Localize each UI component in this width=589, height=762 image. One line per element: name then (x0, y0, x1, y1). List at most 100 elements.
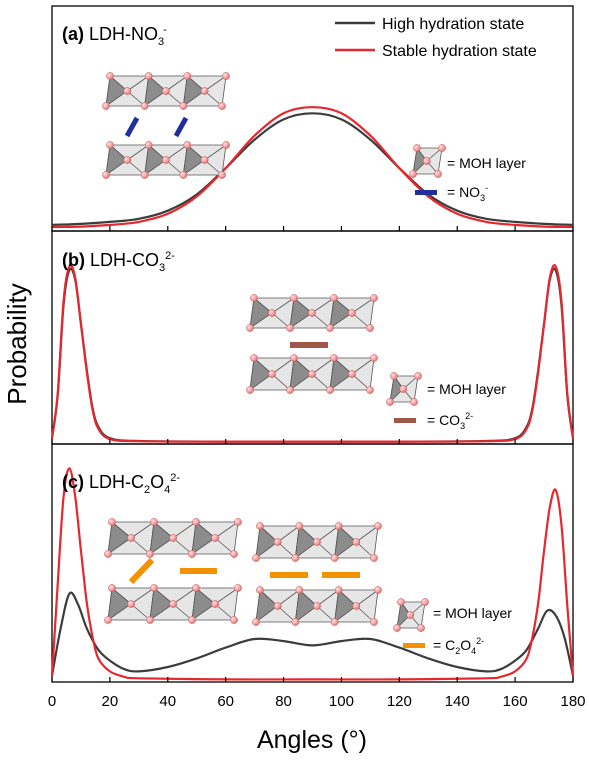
atom (230, 616, 238, 624)
atom (252, 554, 260, 562)
octahedron-edge (293, 357, 313, 375)
x-tick-label: 140 (445, 693, 470, 710)
atom (352, 602, 361, 610)
panel-c-stable-hydration-line (50, 467, 575, 681)
atom (366, 324, 374, 332)
atom (422, 157, 431, 165)
atom (434, 170, 442, 178)
atom (290, 354, 298, 362)
atom (334, 522, 343, 530)
panel-b-layer-top (246, 294, 378, 332)
atom (330, 294, 338, 302)
atom (144, 72, 153, 80)
octahedron-edge (311, 312, 331, 329)
atom (330, 354, 338, 362)
atom (370, 554, 378, 562)
atom (291, 618, 300, 626)
panel-b-key-anion: = CO32- (427, 411, 473, 431)
octahedron-edge (259, 525, 278, 543)
atom (230, 550, 238, 558)
octahedron-edge (271, 373, 291, 391)
panel-a-key: = MOH layer = NO3- (415, 155, 526, 203)
octahedron-edge (351, 373, 371, 391)
panel-c-layer-left-top (104, 518, 242, 558)
octahedron-edge (356, 589, 379, 607)
atom (326, 324, 334, 332)
atom (252, 618, 260, 626)
octahedron-edge (204, 144, 227, 161)
atom (390, 372, 398, 380)
octahedron-edge (351, 297, 375, 314)
x-tick-label: 100 (329, 693, 354, 710)
octahedron-edge (214, 603, 235, 621)
octahedron-edge (195, 521, 216, 539)
octahedron-edge (351, 357, 375, 375)
octahedron-edge (316, 605, 335, 623)
panel-b-key-layer-icon (386, 372, 422, 406)
panel-b-key: = MOH layer = CO32- (394, 381, 506, 431)
panel-b-stable-hydration-line (50, 264, 575, 443)
atom (330, 554, 339, 562)
atom (393, 624, 401, 632)
octahedron-edge (214, 537, 235, 555)
octahedron-edge (130, 603, 151, 621)
panel-c-key-layer-icon (393, 598, 429, 632)
octahedron-edge (214, 521, 239, 539)
atom (140, 102, 149, 110)
atom (370, 618, 378, 626)
octahedron-edge (333, 357, 353, 375)
atom (108, 584, 116, 592)
octahedron-edge (195, 587, 216, 605)
x-tick-label: 0 (48, 693, 56, 710)
octahedron-edge (253, 297, 273, 314)
legend-high-label: High hydration state (382, 16, 524, 33)
x-tick-label: 120 (387, 693, 412, 710)
c2o4-anion-3 (270, 572, 308, 578)
panel-a-key-anion-swatch (415, 190, 437, 195)
atom (146, 550, 154, 558)
x-tick-label: 40 (159, 693, 176, 710)
panel-c-layer-right-bottom (252, 586, 382, 626)
atom (169, 534, 177, 542)
atom (146, 616, 154, 624)
atom (414, 372, 422, 380)
c2o4-anion-4 (322, 572, 360, 578)
no3-anions (124, 116, 189, 138)
octahedron-edge (214, 587, 239, 605)
x-tick-label: 180 (560, 693, 585, 710)
octahedron-edge (204, 75, 227, 92)
legend-stable-label: Stable hydration state (382, 43, 537, 60)
atom (406, 611, 415, 619)
atom (106, 72, 114, 80)
atom (348, 370, 356, 378)
atom (192, 584, 200, 592)
atom (399, 385, 408, 393)
octahedron-edge (172, 537, 193, 555)
atom (162, 156, 170, 164)
atom (330, 618, 339, 626)
atom (313, 602, 321, 610)
panel-a-high-hydration-line (51, 112, 574, 226)
atom (326, 386, 334, 394)
atom (334, 586, 343, 594)
atom (370, 294, 378, 302)
panel-c-key: = MOH layer = C2O42- (403, 605, 512, 656)
atom (421, 598, 429, 606)
atom (246, 386, 254, 394)
panel-c-layer-left-bottom (104, 584, 242, 624)
atom (211, 600, 219, 608)
atom (150, 518, 158, 526)
octahedron-edge (316, 525, 339, 543)
x-tick-label: 20 (102, 693, 119, 710)
panel-c-key-anion-swatch (403, 643, 425, 648)
octahedron-edge (165, 144, 188, 161)
octahedron-edge (153, 521, 174, 539)
atom (397, 598, 405, 606)
atom (290, 294, 298, 302)
x-tick-label: 160 (503, 693, 528, 710)
atom (308, 370, 316, 378)
octahedron-edge (277, 589, 300, 607)
x-tick-label: 60 (217, 693, 234, 710)
panel-a-key-layer-icon (409, 144, 446, 178)
octahedron-edge (172, 587, 197, 605)
